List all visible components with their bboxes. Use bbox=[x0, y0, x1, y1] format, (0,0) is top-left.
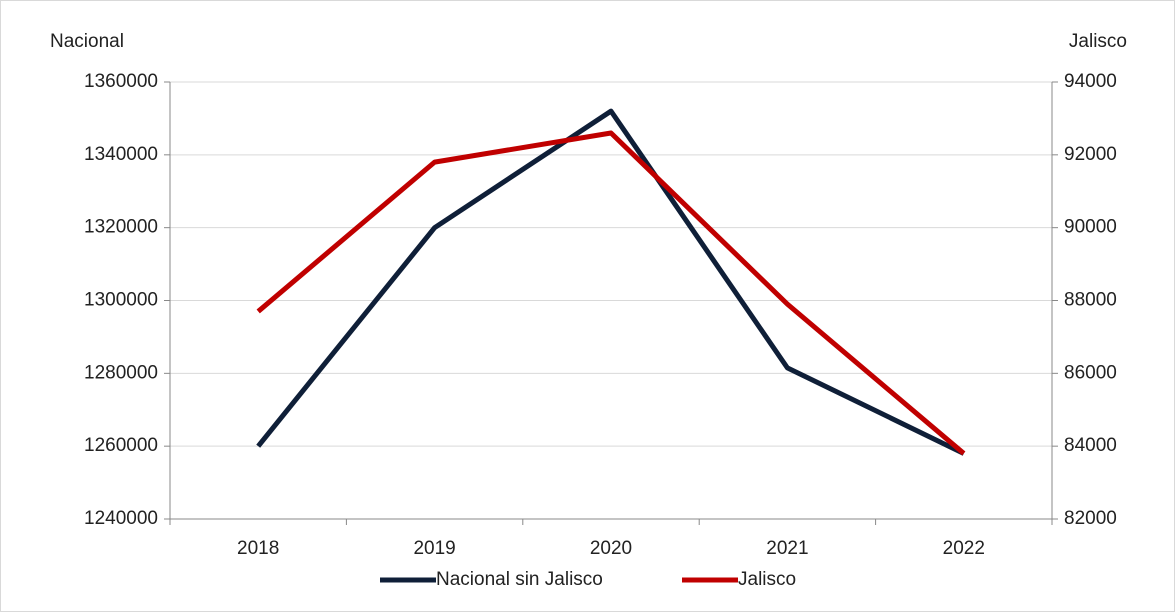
y-tick-label: 1300000 bbox=[84, 290, 158, 311]
y2-tick-label: 86000 bbox=[1064, 362, 1117, 383]
y-tick-label: 1320000 bbox=[84, 217, 158, 238]
x-tick-label: 2022 bbox=[943, 538, 985, 559]
y2-tick-label: 88000 bbox=[1064, 290, 1117, 311]
series-line bbox=[256, 108, 965, 456]
y2-tick-label: 92000 bbox=[1064, 144, 1117, 165]
y-tick-label: 1240000 bbox=[84, 508, 158, 529]
y-tick-label: 1360000 bbox=[84, 71, 158, 92]
y2-tick-label: 84000 bbox=[1064, 435, 1117, 456]
y2-axis-title: Jalisco bbox=[1069, 31, 1127, 52]
y-tick-label: 1280000 bbox=[84, 362, 158, 383]
y-tick-label: 1260000 bbox=[84, 435, 158, 456]
x-tick-label: 2020 bbox=[590, 538, 632, 559]
y2-tick-label: 90000 bbox=[1064, 217, 1117, 238]
x-tick-label: 2018 bbox=[237, 538, 279, 559]
y-tick-label: 1340000 bbox=[84, 144, 158, 165]
legend-label: Nacional sin Jalisco bbox=[436, 569, 603, 590]
series-line bbox=[256, 130, 966, 456]
x-tick-label: 2021 bbox=[766, 538, 808, 559]
y2-tick-label: 94000 bbox=[1064, 71, 1117, 92]
x-tick-label: 2019 bbox=[413, 538, 455, 559]
y2-tick-label: 82000 bbox=[1064, 508, 1117, 529]
y-axis-title: Nacional bbox=[50, 31, 124, 52]
legend-label: Jalisco bbox=[738, 569, 796, 590]
